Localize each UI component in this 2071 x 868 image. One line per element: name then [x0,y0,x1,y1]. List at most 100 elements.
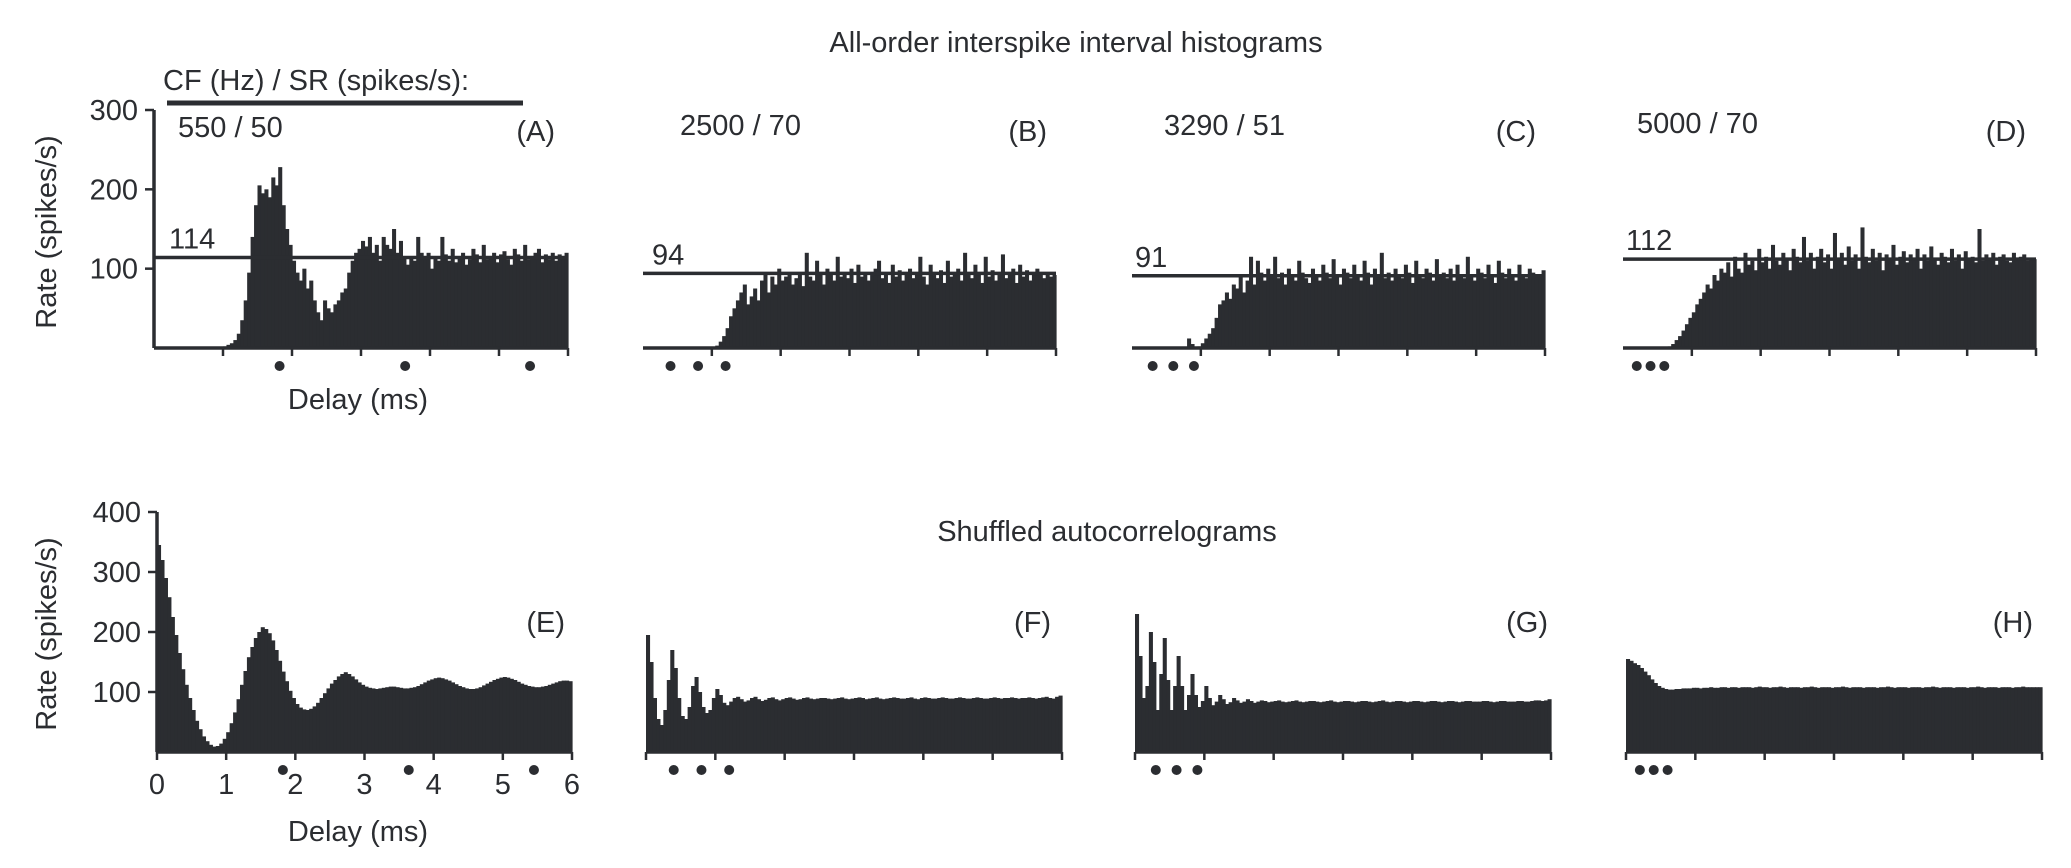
histogram-bar [1960,268,1965,348]
histogram-bar [530,256,535,348]
histogram-bar [1875,687,1880,752]
histogram-bar [1847,687,1852,752]
histogram-bar [784,276,789,348]
histogram-bar [980,282,985,348]
histogram-bar [1860,227,1865,348]
histogram-bar [1410,282,1415,348]
histogram-bar [1242,701,1247,752]
histogram-bar [1861,687,1866,752]
histogram-bar [1225,704,1230,752]
histogram-bar [864,699,869,752]
histogram-bar [649,662,654,752]
histogram-bar [1547,699,1552,752]
histogram-bar [1664,689,1669,752]
histogram-bar [195,720,200,752]
histogram-bar [274,185,279,348]
histogram-bar [1799,687,1804,752]
histogram-bar [1051,698,1056,752]
histogram-bar [1042,278,1047,348]
histogram-bar [1465,256,1470,348]
histogram-bar [1886,686,1891,752]
histogram-bar [1386,272,1391,348]
histogram-bar [1918,268,1924,348]
histogram-bar [1388,702,1393,752]
histogram-bar [1688,317,1693,348]
histogram-bar [1356,701,1361,752]
histogram-bar [1750,687,1755,752]
histogram-bar [1291,701,1296,752]
histogram-bar [329,683,334,752]
histogram-bar [983,256,988,348]
histogram-bar [274,650,279,752]
histogram-bar [1698,688,1703,752]
histogram-bar [899,698,904,752]
histogram-bar [2017,687,2022,752]
histogram-bar [1702,292,1707,348]
histogram-bar [1379,252,1384,348]
histogram-bar [801,286,806,348]
histogram-bar [1000,254,1005,348]
histogram-bar [554,260,559,348]
histogram-bar [1958,687,1963,752]
histogram-bar [1994,264,1999,348]
histogram-bar [1819,248,1824,348]
histogram-bar [908,268,913,348]
histogram-bar [1367,701,1372,752]
histogram-bar [790,284,796,348]
histogram-bar [1879,687,1884,752]
histogram-bar [392,686,397,752]
histogram-bar [416,236,421,348]
histogram-bar [1290,275,1295,348]
histogram-bar [852,282,857,348]
histogram-bar [343,672,348,752]
histogram-bar [1310,268,1316,348]
histogram-bar [938,270,944,348]
histogram-bar [1684,688,1689,752]
histogram-bar [1715,280,1720,348]
histogram-bar [808,698,813,752]
histogram-bar [956,268,961,348]
period-dot [720,361,731,371]
histogram-bar [1448,268,1453,348]
histogram-bar [1176,656,1181,752]
histogram-bar [1007,272,1012,348]
histogram-bar [2015,259,2020,348]
histogram-bar [963,252,968,348]
histogram-bar [997,275,1002,348]
period-dot [277,765,288,775]
histogram-bar [826,698,831,752]
histogram-bar [1187,338,1192,348]
period-dot [525,361,536,371]
histogram-bar [2003,687,2008,752]
histogram-bar [340,292,345,348]
histogram-bar [478,687,483,752]
histogram-bar [1949,248,1954,348]
histogram-bar [832,280,837,348]
histogram-bar [1372,268,1377,348]
histogram-bar [233,712,238,752]
histogram-bar [1646,675,1651,752]
histogram-bar [1489,276,1494,348]
period-dot [274,361,285,371]
histogram-bar [847,699,852,752]
histogram-bar [305,288,310,348]
bottom-ylabel: Rate (spikes/s) [31,537,63,730]
histogram-bar [1055,696,1060,752]
histogram-bar [1304,278,1309,348]
histogram-bar [1401,701,1406,752]
histogram-bar [1889,687,1894,752]
histogram-bar [833,698,838,752]
histogram-bar [1197,707,1202,752]
histogram-bar [219,743,224,752]
histogram-bar [798,699,803,752]
cf-sr-label: 5000 / 70 [1637,108,1758,140]
histogram-bar [1983,687,1988,752]
histogram-bar [437,677,442,752]
histogram-bar [1301,702,1306,752]
histogram-bar [1492,702,1497,752]
histogram-bar [1681,330,1686,348]
histogram-bar [1757,686,1762,752]
histogram-bar [499,254,504,348]
y-tick-label: 300 [90,95,138,127]
histogram-bar [1414,260,1419,348]
